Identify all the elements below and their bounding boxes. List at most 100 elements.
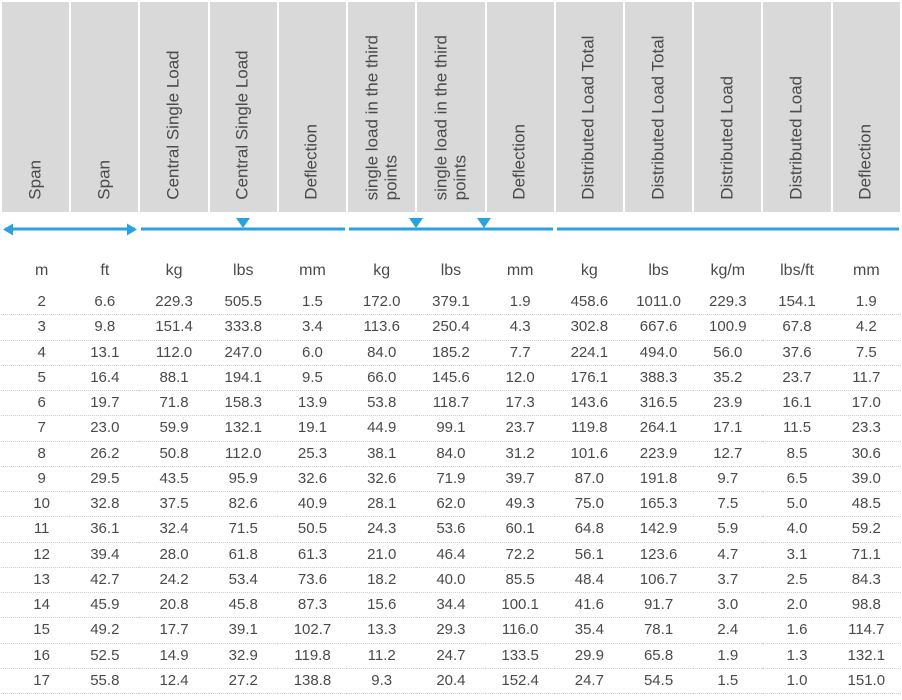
table-cell: 17.7 — [139, 618, 208, 643]
table-cell: 247.0 — [209, 340, 278, 365]
table-cell: 21.0 — [347, 542, 416, 567]
table-cell: 71.8 — [139, 391, 208, 416]
table-cell: 37.5 — [139, 492, 208, 517]
table-cell: 41.6 — [555, 593, 624, 618]
load-table: Span Span Central Single Load Central Si… — [0, 0, 902, 700]
table-cell: 52.5 — [70, 643, 139, 668]
col-header-central-lbs: Central Single Load — [209, 1, 278, 213]
table-cell: 32.9 — [209, 643, 278, 668]
table-cell: 40.9 — [278, 492, 347, 517]
unit-cell: kg — [139, 244, 208, 290]
table-cell: 28.1 — [347, 492, 416, 517]
table-cell: 194.1 — [209, 365, 278, 390]
table-cell: 23.0 — [70, 416, 139, 441]
table-cell: 7.5 — [832, 340, 901, 365]
table-cell: 53.4 — [209, 567, 278, 592]
col-header-dist-lbsft: Distributed Load — [762, 1, 831, 213]
table-cell: 75.0 — [555, 492, 624, 517]
unit-cell: lbs — [416, 244, 485, 290]
indicator-distributed — [555, 213, 901, 244]
table-cell: 24.2 — [139, 567, 208, 592]
table-cell: 56.1 — [555, 542, 624, 567]
table-cell: 59.2 — [832, 517, 901, 542]
table-cell: 55.8 — [70, 668, 139, 693]
table-cell: 61.8 — [209, 542, 278, 567]
table-cell: 2.4 — [693, 618, 762, 643]
table-cell: 1.9 — [693, 643, 762, 668]
table-cell: 29.5 — [70, 466, 139, 491]
table-cell: 11.5 — [762, 416, 831, 441]
table-cell: 34.4 — [416, 593, 485, 618]
table-cell: 9.5 — [278, 365, 347, 390]
table-cell: 32.6 — [278, 466, 347, 491]
table-cell: 18.2 — [347, 567, 416, 592]
table-cell: 12.4 — [139, 668, 208, 693]
table-cell: 1.3 — [762, 643, 831, 668]
table-cell: 32.6 — [347, 466, 416, 491]
indicator-span — [1, 213, 139, 244]
table-cell: 316.5 — [624, 391, 693, 416]
table-cell: 106.7 — [624, 567, 693, 592]
table-cell: 23.7 — [762, 365, 831, 390]
table-cell: 49.3 — [486, 492, 555, 517]
table-cell: 67.8 — [762, 315, 831, 340]
table-cell: 32.8 — [70, 492, 139, 517]
table-cell: 6.6 — [70, 290, 139, 315]
col-header-dist-total-kg: Distributed Load Total — [555, 1, 624, 213]
table-cell: 3.1 — [762, 542, 831, 567]
col-header-dist-kgm: Distributed Load — [693, 1, 762, 213]
table-cell: 59.9 — [139, 416, 208, 441]
table-cell: 388.3 — [624, 365, 693, 390]
table-cell: 14.9 — [139, 643, 208, 668]
table-cell: 4 — [1, 340, 70, 365]
table-cell: 113.6 — [347, 315, 416, 340]
table-cell: 100.1 — [486, 593, 555, 618]
unit-cell: kg/m — [693, 244, 762, 290]
table-cell: 64.8 — [555, 517, 624, 542]
table-cell: 56.0 — [693, 340, 762, 365]
table-cell: 229.3 — [139, 290, 208, 315]
table-cell: 458.6 — [555, 290, 624, 315]
table-cell: 667.6 — [624, 315, 693, 340]
table-row: 826.250.8112.025.338.184.031.2101.6223.9… — [1, 441, 901, 466]
table-cell: 494.0 — [624, 340, 693, 365]
table-cell: 12 — [1, 542, 70, 567]
point-load-icon — [409, 218, 423, 228]
table-cell: 5.9 — [693, 517, 762, 542]
table-cell: 302.8 — [555, 315, 624, 340]
table-cell: 84.0 — [347, 340, 416, 365]
table-cell: 9 — [1, 466, 70, 491]
table-cell: 138.8 — [278, 668, 347, 693]
table-cell: 158.3 — [209, 391, 278, 416]
table-cell: 16.5 — [416, 694, 485, 700]
table-cell: 29.9 — [555, 643, 624, 668]
table-cell: 13.9 — [278, 391, 347, 416]
table-cell: 100.9 — [693, 315, 762, 340]
table-cell: 171.6 — [832, 694, 901, 700]
table-cell: 1.9 — [832, 290, 901, 315]
table-cell: 102.7 — [278, 618, 347, 643]
col-header-span-ft: Span — [70, 1, 139, 213]
table-cell: 23.3 — [832, 416, 901, 441]
table-cell: 172.0 — [347, 290, 416, 315]
table-cell: 8 — [1, 441, 70, 466]
table-cell: 1.5 — [278, 290, 347, 315]
col-header-third-defl: Deflection — [486, 1, 555, 213]
table-cell: 29.3 — [416, 618, 485, 643]
table-cell: 151.0 — [832, 668, 901, 693]
table-cell: 6.0 — [278, 340, 347, 365]
table-cell: 85.5 — [486, 567, 555, 592]
table-cell: 7.5 — [693, 492, 762, 517]
table-cell: 5 — [1, 365, 70, 390]
table-cell: 17.0 — [832, 391, 901, 416]
table-cell: 112.0 — [209, 441, 278, 466]
table-cell: 44.0 — [624, 694, 693, 700]
table-cell: 145.6 — [416, 365, 485, 390]
table-cell: 4.3 — [486, 315, 555, 340]
table-cell: 98.8 — [832, 593, 901, 618]
table-cell: 9.8 — [70, 315, 139, 340]
table-cell: 3.7 — [693, 567, 762, 592]
table-cell: 18 — [1, 694, 70, 700]
table-cell: 44.9 — [347, 416, 416, 441]
table-cell: 87.0 — [555, 466, 624, 491]
